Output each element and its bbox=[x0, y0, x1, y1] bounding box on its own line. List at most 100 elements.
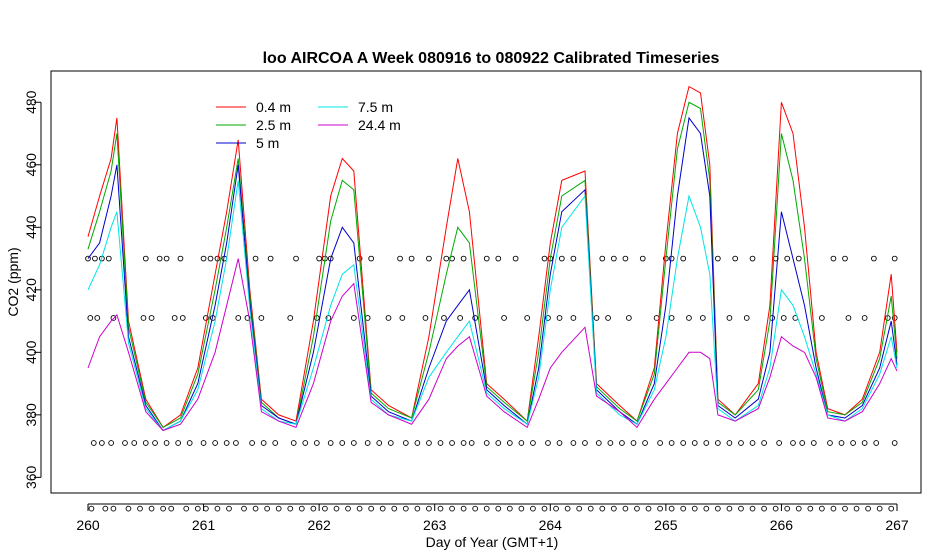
marker-row-2-point-46 bbox=[642, 440, 648, 446]
legend-label: 24.4 m bbox=[358, 117, 401, 133]
marker-row-3-point-68 bbox=[876, 505, 883, 512]
marker-row-2-point-5 bbox=[142, 440, 149, 446]
marker-row-1-point-29 bbox=[605, 315, 611, 321]
marker-row-0-point-21 bbox=[408, 255, 415, 262]
marker-row-0-point-26 bbox=[483, 255, 490, 262]
marker-row-2-point-27 bbox=[414, 440, 421, 446]
marker-row-0-point-15 bbox=[316, 255, 322, 262]
marker-row-2-point-49 bbox=[680, 440, 687, 446]
y-tick-label: 420 bbox=[23, 278, 39, 302]
marker-row-0-point-4 bbox=[142, 255, 149, 262]
marker-row-2-point-0 bbox=[90, 440, 97, 446]
marker-row-3-point-32 bbox=[460, 505, 467, 512]
marker-row-3-point-61 bbox=[795, 505, 802, 512]
marker-row-2-point-55 bbox=[749, 440, 756, 446]
marker-row-3-point-67 bbox=[865, 505, 871, 512]
marker-row-3-point-46 bbox=[622, 505, 629, 512]
legend-label: 5 m bbox=[256, 135, 279, 151]
marker-row-3-point-4 bbox=[137, 505, 143, 512]
legend: 0.4 m 2.5 m 5 m 7.5 m 24.4 m bbox=[216, 99, 401, 151]
marker-row-0-point-13 bbox=[267, 255, 274, 262]
marker-row-3-point-50 bbox=[668, 505, 675, 512]
marker-row-2-point-26 bbox=[402, 440, 409, 446]
chart-title: loo AIRCOA A Week 080916 to 080922 Calib… bbox=[263, 50, 720, 67]
marker-row-1-point-6 bbox=[179, 315, 186, 321]
marker-row-0-point-6 bbox=[163, 255, 170, 262]
marker-row-0-point-40 bbox=[715, 255, 721, 262]
marker-row-2-point-14 bbox=[249, 440, 255, 446]
marker-row-3-point-17 bbox=[287, 505, 294, 512]
plot-frame bbox=[50, 70, 922, 494]
marker-row-1-point-18 bbox=[399, 315, 406, 321]
x-tick-label: 265 bbox=[654, 517, 678, 533]
x-tick-label: 261 bbox=[192, 517, 216, 533]
marker-row-1-point-24 bbox=[524, 315, 531, 321]
marker-row-1-point-40 bbox=[819, 315, 825, 321]
marker-row-3-point-40 bbox=[553, 505, 559, 512]
marker-row-0-point-28 bbox=[512, 255, 519, 262]
marker-row-3-point-22 bbox=[345, 505, 351, 512]
marker-row-3-point-65 bbox=[842, 505, 848, 512]
marker-row-0-point-39 bbox=[680, 255, 687, 262]
y-tick-label: 480 bbox=[23, 90, 39, 114]
marker-row-1-point-12 bbox=[287, 315, 294, 321]
marker-row-3-point-34 bbox=[483, 505, 490, 512]
marker-row-3-point-9 bbox=[194, 505, 201, 512]
marker-row-2-point-35 bbox=[506, 440, 513, 446]
marker-row-2-point-60 bbox=[810, 440, 817, 446]
marker-row-2-point-19 bbox=[313, 440, 320, 446]
marker-row-2-point-38 bbox=[545, 440, 551, 446]
y-axis: 360 380 400 420 440 460 480 bbox=[23, 90, 42, 489]
y-axis-label: CO2 (ppm) bbox=[5, 247, 21, 316]
marker-row-0-point-35 bbox=[622, 255, 629, 262]
marker-row-3-point-25 bbox=[379, 505, 386, 512]
marker-row-1-point-23 bbox=[501, 315, 507, 321]
marker-row-3-point-58 bbox=[761, 505, 767, 512]
marker-row-2-point-44 bbox=[619, 440, 625, 446]
marker-row-2-point-39 bbox=[556, 440, 563, 446]
marker-row-3-point-64 bbox=[830, 505, 837, 512]
marker-row-3-point-13 bbox=[241, 505, 247, 512]
marker-row-2-point-50 bbox=[691, 440, 698, 446]
marker-row-0-point-0 bbox=[85, 255, 91, 262]
marker-row-1-point-17 bbox=[385, 315, 392, 321]
marker-row-2-point-41 bbox=[582, 440, 588, 446]
marker-row-3-point-19 bbox=[310, 505, 317, 512]
x-tick-label: 264 bbox=[539, 517, 563, 533]
marker-row-3-point-18 bbox=[298, 505, 305, 512]
marker-row-1-point-32 bbox=[668, 315, 675, 321]
x-axis-label: Day of Year (GMT+1) bbox=[426, 534, 559, 550]
marker-row-1-point-4 bbox=[148, 315, 155, 321]
marker-row-2-point-21 bbox=[339, 440, 346, 446]
x-tick-label: 267 bbox=[885, 517, 909, 533]
marker-row-1-point-25 bbox=[545, 315, 551, 321]
marker-row-3-point-31 bbox=[449, 505, 455, 512]
marker-row-0-point-7 bbox=[177, 255, 184, 262]
marker-row-2-point-9 bbox=[186, 440, 193, 446]
marker-row-2-point-56 bbox=[761, 440, 767, 446]
marker-row-0-point-8 bbox=[200, 255, 207, 262]
marker-row-1-point-7 bbox=[203, 315, 209, 321]
series-line-7-5-m bbox=[87, 180, 898, 432]
marker-row-2-point-45 bbox=[630, 440, 637, 446]
marker-row-0-point-36 bbox=[639, 255, 646, 262]
marker-row-2-point-1 bbox=[99, 440, 105, 446]
marker-row-3-point-29 bbox=[426, 505, 432, 512]
marker-row-2-point-7 bbox=[163, 440, 170, 446]
legend-label: 0.4 m bbox=[256, 99, 291, 115]
marker-row-2-point-54 bbox=[738, 440, 744, 446]
marker-row-1-point-2 bbox=[110, 315, 117, 321]
marker-row-2-point-52 bbox=[715, 440, 721, 446]
marker-row-3-point-21 bbox=[333, 505, 340, 512]
marker-row-2-point-29 bbox=[437, 440, 444, 446]
marker-row-2-point-30 bbox=[449, 440, 455, 446]
marker-row-3-point-66 bbox=[853, 505, 860, 512]
marker-row-2-point-42 bbox=[595, 440, 602, 446]
marker-row-0-point-38 bbox=[668, 255, 675, 262]
marker-row-0-point-19 bbox=[368, 255, 375, 262]
marker-row-3-point-11 bbox=[214, 505, 221, 512]
x-axis: 260 261 262 263 264 265 266 267 bbox=[76, 503, 909, 533]
marker-row-3-point-26 bbox=[391, 505, 398, 512]
marker-row-2-point-8 bbox=[175, 440, 181, 446]
